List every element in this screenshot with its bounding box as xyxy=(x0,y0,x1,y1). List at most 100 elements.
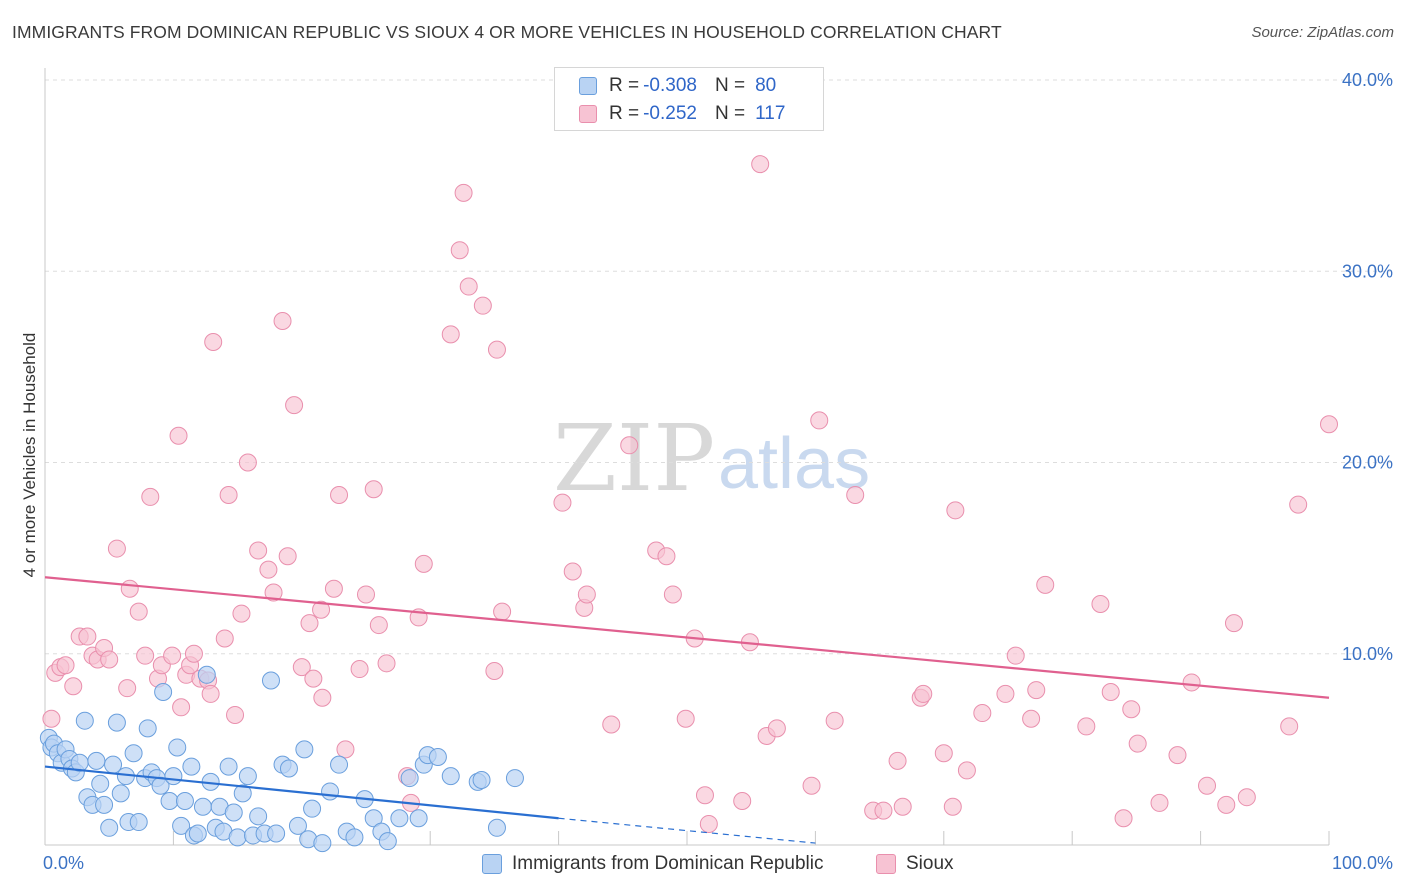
sioux-point xyxy=(312,600,331,619)
sioux-point xyxy=(846,486,865,505)
dominican-point xyxy=(313,834,332,853)
dominican-point xyxy=(472,770,491,789)
sioux-point xyxy=(450,241,469,260)
sioux-point xyxy=(825,711,844,730)
sioux-point xyxy=(1114,809,1133,828)
dominican-point xyxy=(279,759,298,778)
sioux-point xyxy=(259,560,278,579)
sioux-trend-line xyxy=(44,576,1330,699)
sioux-point xyxy=(313,688,332,707)
sioux-point xyxy=(946,501,965,520)
sioux-point xyxy=(1101,683,1120,701)
dominican-point xyxy=(295,740,314,759)
dominican-point xyxy=(249,807,268,826)
sioux-point xyxy=(64,677,83,696)
sioux-point xyxy=(733,792,752,811)
dominican-point xyxy=(87,751,106,770)
sioux-point xyxy=(602,715,621,734)
sioux-point xyxy=(350,660,369,679)
dominican-point xyxy=(100,818,119,837)
dominican-point xyxy=(487,818,506,837)
dominican-point xyxy=(224,803,243,822)
dominican-point xyxy=(233,784,252,803)
sioux-point xyxy=(285,396,304,415)
sioux-point xyxy=(78,627,97,646)
legend-r-label: R = xyxy=(609,75,640,96)
dominican-point xyxy=(138,719,157,738)
bottom-legend-label-dominican: Immigrants from Dominican Republic xyxy=(512,853,824,874)
bottom-legend-dominican: Immigrants from Dominican Republic xyxy=(482,852,824,876)
sioux-point xyxy=(563,562,582,581)
y-tick-label: 40.0% xyxy=(1342,70,1393,90)
x-tick-label: 0.0% xyxy=(43,853,84,873)
watermark: ZIP atlas xyxy=(553,405,870,512)
dominican-point xyxy=(364,809,383,828)
dominican-point xyxy=(168,738,187,757)
sioux-point xyxy=(620,436,639,455)
sioux-point xyxy=(42,709,61,728)
dominican-point xyxy=(390,809,409,828)
sioux-point xyxy=(802,776,821,795)
legend-row-dominican: R = -0.308 N = 80 xyxy=(579,73,776,99)
sioux-point xyxy=(330,486,349,505)
sioux-point xyxy=(377,654,396,673)
dominican-point xyxy=(288,816,307,835)
sioux-point xyxy=(219,486,238,505)
sioux-point xyxy=(454,183,473,202)
dominican-point xyxy=(228,828,247,847)
bottom-legend-sioux: Sioux xyxy=(876,852,954,876)
sioux-point xyxy=(473,296,492,315)
sioux-point xyxy=(163,646,182,665)
gridlines xyxy=(45,79,1391,655)
sioux-point xyxy=(695,786,714,805)
dominican-point xyxy=(182,757,201,776)
sioux-point xyxy=(1280,717,1299,736)
dominican-point xyxy=(95,795,114,814)
sioux-point xyxy=(553,493,572,512)
dominican-point xyxy=(107,713,126,732)
dominican-point xyxy=(160,792,179,811)
sioux-point xyxy=(369,616,388,635)
sioux-point xyxy=(141,487,160,506)
chart-title: IMMIGRANTS FROM DOMINICAN REPUBLIC VS SI… xyxy=(12,22,1002,42)
sioux-point xyxy=(226,705,245,724)
sioux-point xyxy=(1217,795,1236,814)
sioux-point xyxy=(1036,575,1055,594)
sioux-point xyxy=(336,740,355,759)
dominican-point xyxy=(172,816,191,835)
sioux-point xyxy=(459,277,478,296)
sioux-point xyxy=(914,684,933,703)
sioux-point xyxy=(1022,709,1041,728)
sioux-point xyxy=(364,480,383,499)
sioux-point xyxy=(485,661,504,680)
sioux-point xyxy=(184,644,203,663)
sioux-point xyxy=(304,669,323,688)
sioux-point xyxy=(215,629,234,648)
dominican-point xyxy=(378,832,397,851)
sioux-point xyxy=(441,325,460,344)
tick-labels: 10.0% 20.0% 30.0% 40.0% 0.0% 100.0% xyxy=(43,70,1393,873)
sioux-point xyxy=(577,585,596,604)
legend-swatch-blue xyxy=(579,77,597,95)
sioux-point xyxy=(201,684,220,703)
dominican-point xyxy=(261,671,280,690)
sioux-point xyxy=(118,679,137,698)
dominican-point xyxy=(175,792,194,811)
sioux-point xyxy=(888,751,907,770)
sioux-point xyxy=(232,604,251,623)
sioux-point xyxy=(172,698,191,717)
sioux-point xyxy=(943,797,962,816)
dominican-point xyxy=(303,799,322,818)
dominican-point xyxy=(124,744,143,763)
bottom-legend-swatch-pink xyxy=(876,854,896,874)
dominican-point xyxy=(330,755,349,774)
dominican-point xyxy=(197,665,216,684)
sioux-point xyxy=(204,333,223,352)
sioux-point xyxy=(1320,415,1338,434)
sioux-point xyxy=(973,704,992,723)
sioux-points xyxy=(42,155,1338,833)
sioux-point xyxy=(129,602,148,621)
y-tick-label: 20.0% xyxy=(1342,453,1393,473)
legend-r-value: -0.308 xyxy=(643,75,697,96)
